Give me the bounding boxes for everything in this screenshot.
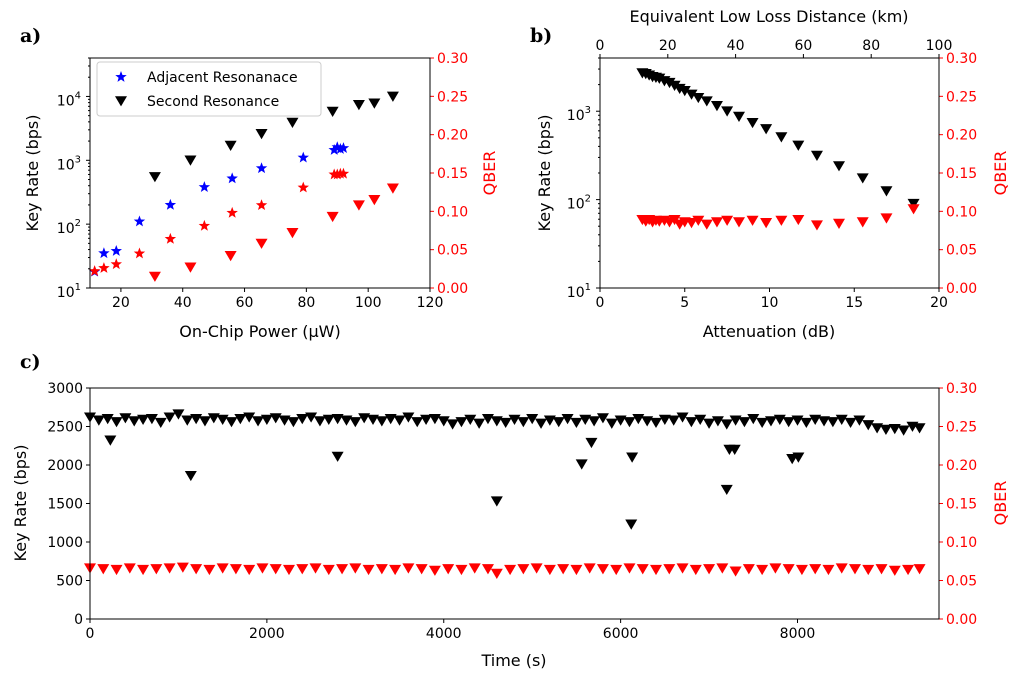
y2-tick-label: 0.15 (946, 497, 977, 513)
x-tick-label: 80 (297, 295, 315, 311)
x-tick-label: 8000 (780, 626, 816, 642)
y2-tick-label: 0.00 (946, 281, 977, 297)
x-tick-label: 15 (845, 295, 863, 311)
y2-tick-label: 0.25 (437, 89, 468, 105)
x-tick-label: 40 (174, 295, 192, 311)
y2-axis-label: QBER (480, 151, 499, 196)
y2-tick-label: 0.05 (946, 574, 977, 590)
x-tick-label: 10 (761, 295, 779, 311)
x-tick-label: 2000 (249, 626, 285, 642)
y2-axis-label: QBER (991, 151, 1010, 196)
x2-tick-label: 40 (727, 38, 745, 54)
panel-c-label: c) (20, 351, 41, 373)
legend: Adjacent Resonanace Second Resonance (97, 62, 321, 116)
panel-b-label: b) (530, 25, 552, 47)
y2-tick-label: 0.20 (437, 128, 468, 144)
y2-tick-label: 0.30 (946, 51, 977, 67)
x-tick-label: 6000 (603, 626, 639, 642)
y2-tick-label: 0.25 (946, 420, 977, 436)
y2-tick-label: 0.05 (437, 243, 468, 259)
y-tick-label: 3000 (47, 381, 83, 397)
y-tick-label: 1500 (47, 497, 83, 513)
y2-tick-label: 0.20 (946, 458, 977, 474)
x-axis-label: On-Chip Power (µW) (179, 322, 340, 341)
x-tick-label: 120 (417, 295, 444, 311)
y2-tick-label: 0.05 (946, 243, 977, 259)
x-tick-label: 4000 (426, 626, 462, 642)
y2-tick-label: 0.30 (946, 381, 977, 397)
x2-tick-label: 0 (596, 38, 605, 54)
y2-tick-label: 0.15 (437, 166, 468, 182)
y2-tick-label: 0.20 (946, 128, 977, 144)
x-tick-label: 60 (236, 295, 254, 311)
y-tick-label: 2000 (47, 458, 83, 474)
y2-tick-label: 0.15 (946, 166, 977, 182)
y2-tick-label: 0.30 (437, 51, 468, 67)
y2-tick-label: 0.00 (946, 612, 977, 628)
x-tick-label: 0 (596, 295, 605, 311)
y2-tick-label: 0.00 (437, 281, 468, 297)
x2-tick-label: 20 (659, 38, 677, 54)
y-tick-label: 500 (56, 574, 83, 590)
x-tick-label: 20 (112, 295, 130, 311)
x-axis-label: Time (s) (480, 651, 546, 670)
y2-tick-label: 0.10 (437, 204, 468, 220)
x-tick-label: 0 (86, 626, 95, 642)
y2-tick-label: 0.25 (946, 89, 977, 105)
y-axis-label: Key Rate (bps) (535, 115, 554, 232)
x2-tick-label: 60 (794, 38, 812, 54)
legend-label-adjacent: Adjacent Resonanace (147, 70, 298, 86)
y-tick-label: 1000 (47, 535, 83, 551)
x-tick-label: 100 (355, 295, 382, 311)
legend-label-second: Second Resonance (147, 94, 279, 110)
y2-tick-label: 0.10 (946, 204, 977, 220)
x-tick-label: 20 (930, 295, 948, 311)
y2-tick-label: 0.10 (946, 535, 977, 551)
x-tick-label: 5 (680, 295, 689, 311)
panel-a-label: a) (20, 25, 41, 47)
y-tick-label: 0 (74, 612, 83, 628)
x2-tick-label: 80 (862, 38, 880, 54)
y-axis-label: Key Rate (bps) (23, 115, 42, 232)
x-axis-label: Attenuation (dB) (703, 322, 836, 341)
y2-axis-label: QBER (991, 481, 1010, 526)
y-axis-label: Key Rate (bps) (11, 445, 30, 562)
y-tick-label: 2500 (47, 420, 83, 436)
x2-axis-label: Equivalent Low Loss Distance (km) (629, 7, 908, 26)
